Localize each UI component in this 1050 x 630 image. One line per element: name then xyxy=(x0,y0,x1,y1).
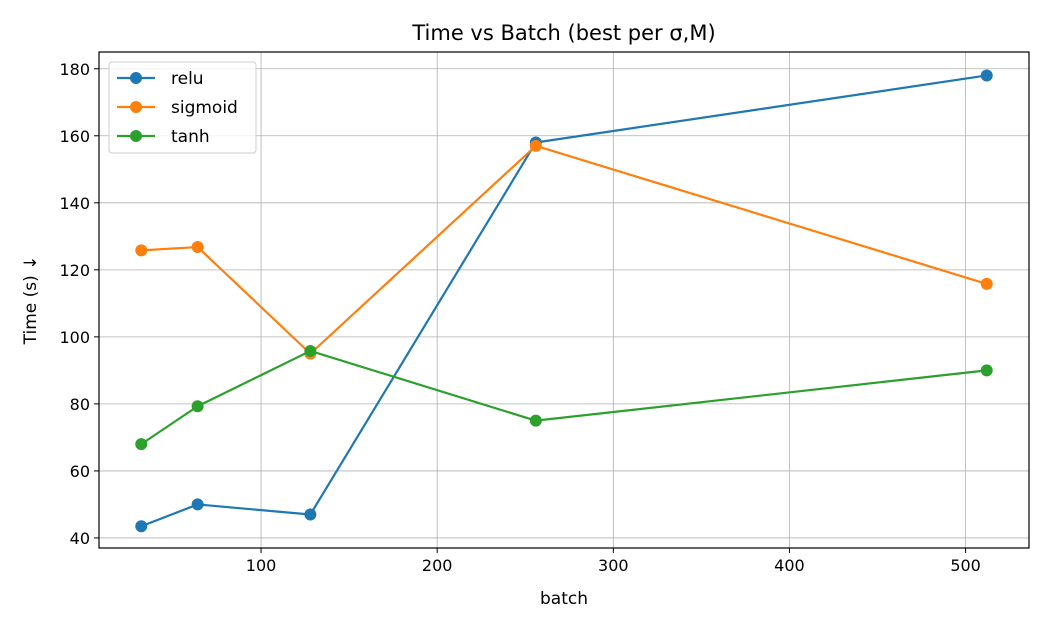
legend-label: sigmoid xyxy=(171,98,238,118)
x-tick-label: 100 xyxy=(246,556,277,575)
y-tick-label: 120 xyxy=(59,261,90,280)
data-point-relu xyxy=(304,508,317,521)
legend-label: relu xyxy=(171,69,204,89)
data-point-relu xyxy=(191,498,204,511)
data-point-sigmoid xyxy=(980,277,993,290)
data-series xyxy=(135,69,993,533)
series-line-tanh xyxy=(140,349,987,446)
y-tick-label: 160 xyxy=(59,127,90,146)
series-line-relu xyxy=(140,74,987,528)
data-point-sigmoid xyxy=(135,244,148,257)
data-point-relu xyxy=(135,520,148,533)
data-point-tanh xyxy=(304,344,317,357)
axis-ticks: 100 200 300 400 500 40 60 80 100 120 140 160 180 xyxy=(59,60,980,575)
chart-title: Time vs Batch (best per σ,M) xyxy=(411,21,715,45)
x-tick-label: 400 xyxy=(774,556,805,575)
legend-entry-tanh: tanh xyxy=(117,127,210,147)
legend-entry-relu: relu xyxy=(117,69,204,89)
series-tanh xyxy=(135,344,993,451)
data-point-sigmoid xyxy=(191,241,204,254)
x-tick-label: 500 xyxy=(950,556,981,575)
x-axis-label: batch xyxy=(540,589,588,609)
data-point-tanh xyxy=(980,364,993,377)
y-tick-label: 100 xyxy=(59,328,90,347)
legend: relu sigmoid tanh xyxy=(108,61,257,154)
series-sigmoid xyxy=(135,139,993,360)
data-point-tanh xyxy=(135,438,148,451)
y-tick-label: 60 xyxy=(70,462,90,481)
x-tick-label: 200 xyxy=(422,556,453,575)
y-tick-label: 80 xyxy=(70,395,90,414)
data-point-tanh xyxy=(529,414,542,427)
legend-marker xyxy=(130,101,142,113)
data-point-tanh xyxy=(191,400,204,413)
y-tick-label: 40 xyxy=(70,529,90,548)
legend-marker xyxy=(130,130,142,142)
data-point-sigmoid xyxy=(529,139,542,152)
y-axis-label: Time (s) ↓ xyxy=(21,256,41,346)
y-tick-label: 180 xyxy=(59,60,90,79)
legend-entry-sigmoid: sigmoid xyxy=(117,98,238,118)
data-point-relu xyxy=(980,69,993,82)
series-line-sigmoid xyxy=(141,144,988,355)
series-relu xyxy=(135,69,993,533)
plot-area xyxy=(98,51,1030,549)
y-tick-label: 140 xyxy=(59,194,90,213)
legend-marker xyxy=(130,72,142,84)
legend-box xyxy=(108,61,257,154)
x-tick-label: 300 xyxy=(598,556,629,575)
legend-label: tanh xyxy=(171,127,210,147)
